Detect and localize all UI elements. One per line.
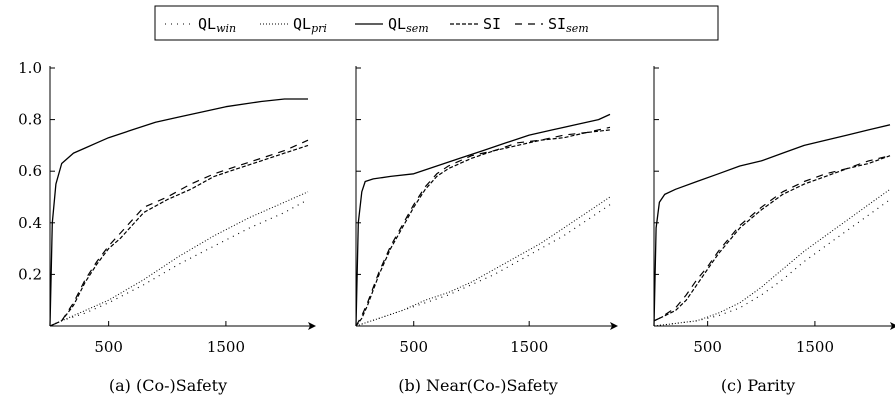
panel-caption: (b) Near(Co-)Safety <box>398 376 558 395</box>
panel-0: 0.2 0.4 0.6 0.8 1.0 500 1500 (a) (Co-)Safety <box>18 59 316 395</box>
y-tick-label: 0.4 <box>18 214 42 232</box>
legend-label-4: SIsem <box>548 15 589 35</box>
series-line-QLwin <box>49 199 309 327</box>
legend-label-0: QLwin <box>198 15 236 35</box>
series-line-QLsem <box>653 124 891 327</box>
x-tick-label: 1500 <box>207 338 245 356</box>
x-tick-label: 500 <box>399 338 428 356</box>
panel-1: 500 1500 (b) Near(Co-)Safety <box>355 66 618 395</box>
legend-box <box>154 5 719 41</box>
chart-panels: 0.2 0.4 0.6 0.8 1.0 500 1500 (a) (Co-)Safety 500… <box>18 59 895 395</box>
x-axis-arrow <box>890 322 895 330</box>
series-line-SIsem <box>653 155 891 322</box>
series-line-QLpri <box>653 188 891 327</box>
series-line-SI <box>653 155 891 322</box>
panel-caption: (c) Parity <box>721 376 795 395</box>
series-line-SI <box>355 129 611 327</box>
legend-label-1: QLpri <box>293 15 327 35</box>
series-line-SIsem <box>355 126 611 327</box>
series-line-QLpri <box>355 196 611 327</box>
y-tick-label: 0.2 <box>18 265 42 283</box>
series-line-SI <box>49 144 309 327</box>
series-line-SIsem <box>49 139 309 327</box>
legend-label-3: SI <box>483 15 501 33</box>
panel-caption: (a) (Co-)Safety <box>109 376 227 395</box>
x-axis-arrow <box>610 322 618 330</box>
x-axis-arrow <box>308 322 316 330</box>
legend-label-2: QLsem <box>388 15 429 35</box>
series-line-QLsem <box>49 98 308 327</box>
panel-2: 500 1500 (c) Parity <box>653 66 895 395</box>
x-tick-label: 1500 <box>510 338 548 356</box>
y-tick-label: 0.8 <box>18 111 42 129</box>
legend: QLwin QLpri QLsem SI SIsem <box>154 5 719 41</box>
series-line-QLpri <box>49 191 309 327</box>
series-line-QLsem <box>355 113 611 327</box>
series-line-QLwin <box>653 199 891 327</box>
x-tick-label: 1500 <box>796 338 834 356</box>
x-tick-label: 500 <box>94 338 123 356</box>
x-tick-label: 500 <box>693 338 722 356</box>
y-tick-label: 0.6 <box>18 162 42 180</box>
y-tick-label: 1.0 <box>18 59 42 77</box>
